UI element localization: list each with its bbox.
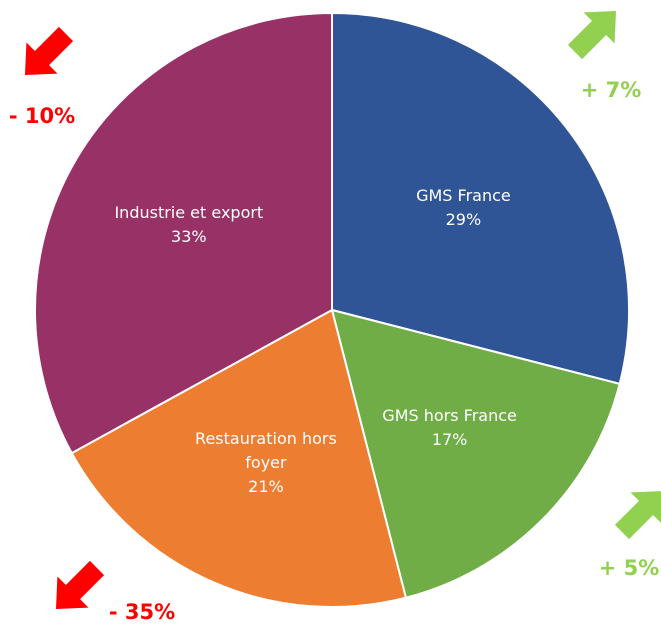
annotation: + 7% [580, 78, 642, 102]
slice-label: GMS France 29% [388, 184, 538, 232]
slice-name: GMS hors France [382, 405, 517, 425]
annotation: + 5% [598, 556, 660, 580]
slice-label: Industrie et export 33% [114, 201, 264, 249]
arrow-up [567, 10, 617, 60]
pie-slice [70, 308, 408, 608]
slice-value: 21% [248, 476, 284, 496]
slice-value: 29% [445, 210, 482, 230]
slice-label: GMS hors France 17% [375, 404, 525, 452]
pie-slice [330, 308, 621, 599]
arrow-up [614, 490, 661, 540]
slice-name: Restauration hors foyer [195, 428, 337, 472]
slice-name: Industrie et export [114, 203, 264, 223]
pie-slice [331, 11, 630, 386]
annotation: - 10% [8, 104, 76, 128]
annotation: - 35% [108, 600, 176, 624]
arrows [24, 10, 661, 610]
slice-name: GMS France [416, 186, 511, 206]
slice-value: 17% [431, 429, 468, 449]
arrow-down [24, 26, 74, 76]
arrow-down [55, 560, 105, 610]
pie-slice [34, 11, 333, 455]
slice-value: 33% [171, 227, 207, 247]
slice-label: Restauration hors foyer 21% [191, 427, 341, 499]
